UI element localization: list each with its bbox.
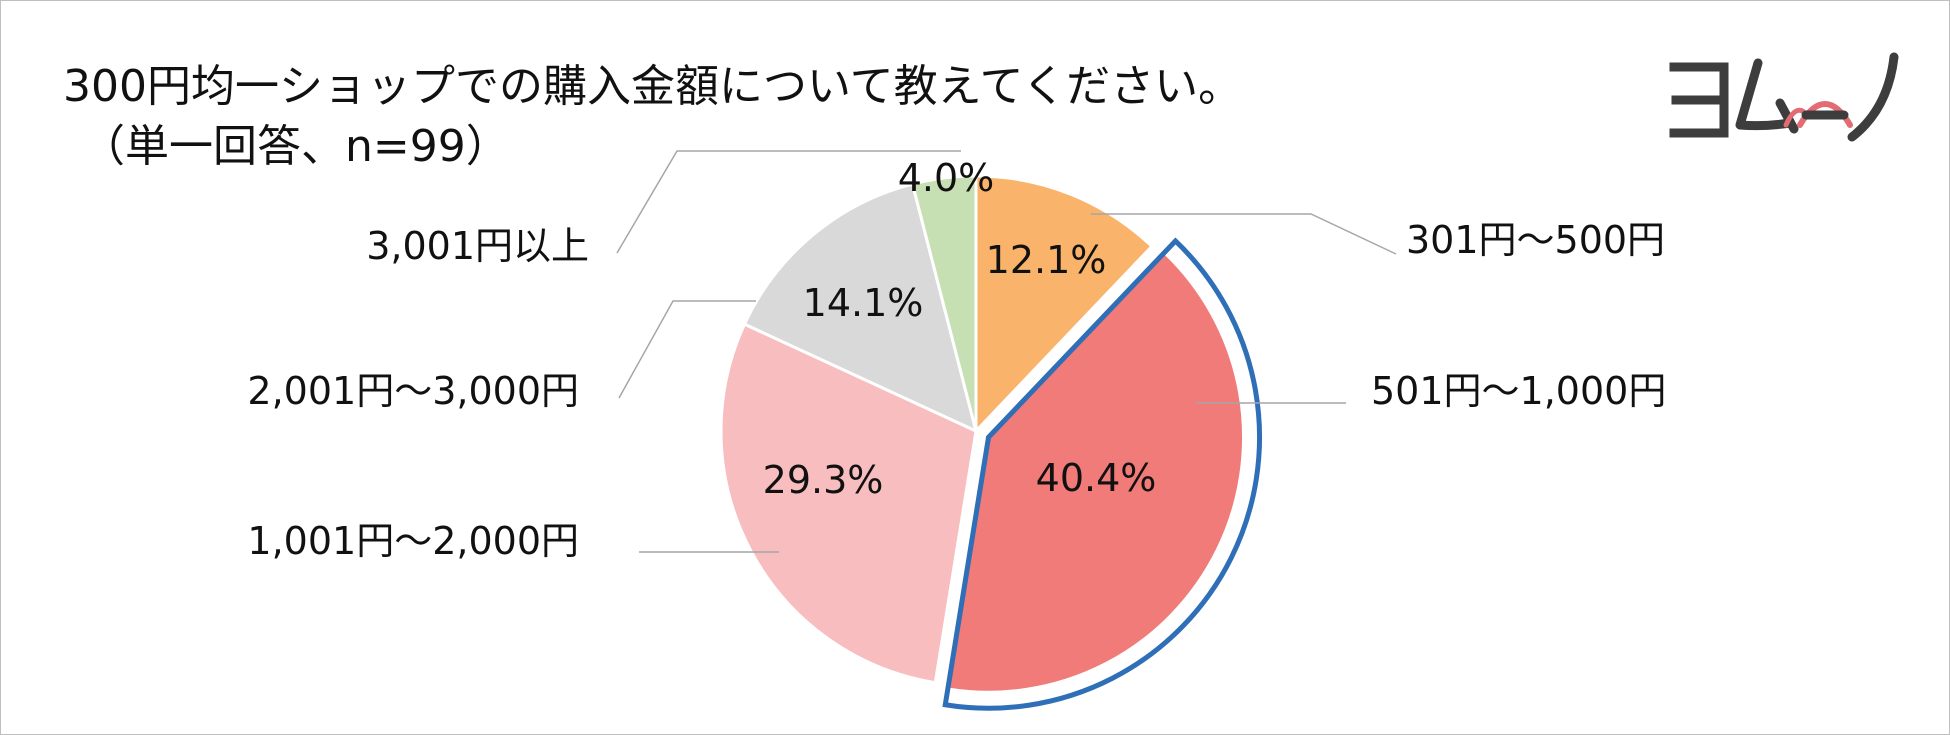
category-label: 1,001円～2,000円	[247, 519, 579, 563]
category-label: 3,001円以上	[366, 224, 589, 268]
category-labels: 301円～500円 501円～1,000円 1,001円～2,000円 2,001円～…	[247, 218, 1666, 563]
leader-lines	[616, 150, 1397, 553]
category-label: 2,001円～3,000円	[247, 369, 579, 413]
chart-title-line2: （単一回答、n=99）	[81, 121, 510, 172]
pie-slice	[910, 174, 978, 432]
highlight-slice-outline	[942, 237, 1263, 711]
pie-slices	[719, 174, 1245, 694]
pie-slice	[974, 174, 1154, 435]
pie-slice	[719, 322, 978, 685]
chart-title-line1: 300円均一ショップでの購入金額について教えてください。	[63, 61, 1243, 112]
data-labels: 12.1% 40.4% 29.3% 14.1% 4.0%	[763, 156, 1157, 502]
pie-slice	[946, 250, 1245, 694]
category-label: 301円～500円	[1406, 218, 1665, 262]
leader-line	[1091, 213, 1397, 255]
leader-line	[616, 150, 961, 254]
category-label: 501円～1,000円	[1371, 369, 1666, 413]
data-label: 12.1%	[986, 238, 1107, 282]
data-label: 29.3%	[763, 458, 884, 502]
data-label: 14.1%	[803, 281, 924, 325]
data-label: 4.0%	[898, 156, 995, 200]
data-label: 40.4%	[1036, 456, 1157, 500]
highlight-outline	[942, 237, 1263, 711]
leader-line	[618, 300, 756, 399]
chart-title: 300円均一ショップでの購入金額について教えてください。 （単一回答、n=99）	[63, 57, 1242, 177]
yomuno-logo-icon	[1669, 52, 1899, 142]
pie-slice	[742, 182, 979, 434]
